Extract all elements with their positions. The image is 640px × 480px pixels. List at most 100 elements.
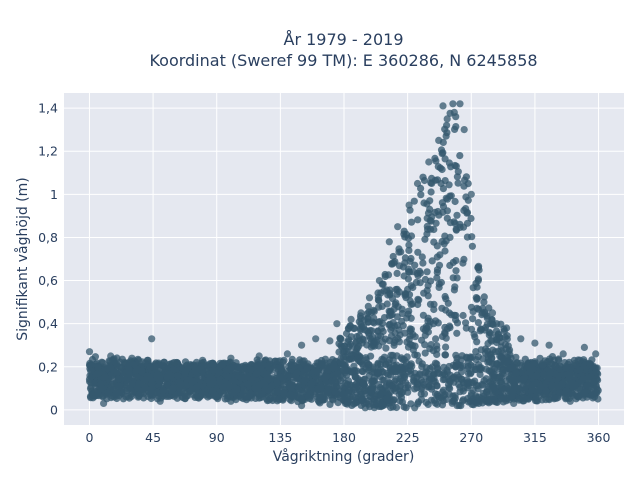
data-point (436, 251, 444, 259)
data-point (298, 341, 306, 349)
data-point (396, 382, 404, 390)
data-point (135, 392, 143, 400)
data-point (431, 399, 440, 407)
data-point (133, 365, 141, 373)
data-point (420, 390, 429, 398)
data-point (407, 314, 415, 322)
data-point (193, 358, 201, 366)
data-point (441, 292, 449, 301)
data-point (218, 361, 226, 369)
data-point (153, 388, 161, 397)
data-point (446, 324, 454, 332)
data-point (515, 396, 523, 404)
data-point (115, 382, 123, 390)
data-point (123, 386, 131, 394)
data-point (442, 334, 450, 342)
data-point (330, 360, 338, 368)
data-point (321, 375, 329, 383)
data-point (388, 365, 396, 373)
data-point (317, 384, 325, 392)
y-tick-label: 1 (50, 187, 58, 202)
data-point (438, 165, 446, 174)
data-point (400, 230, 408, 238)
data-point (476, 370, 484, 379)
data-point (340, 342, 348, 350)
data-point (467, 392, 475, 400)
data-point (380, 287, 388, 295)
data-point (525, 381, 533, 389)
data-point (433, 268, 441, 276)
y-tick-label: 0,8 (38, 230, 58, 245)
data-point (380, 353, 389, 361)
data-point (298, 402, 306, 410)
data-point (453, 402, 461, 410)
data-point (86, 361, 94, 369)
data-point (461, 176, 469, 184)
data-point (298, 395, 306, 403)
data-point (365, 372, 373, 380)
data-point (554, 383, 563, 391)
data-point (433, 364, 441, 372)
data-point (326, 337, 334, 345)
data-point (454, 179, 462, 187)
data-point (361, 404, 369, 412)
data-point (402, 294, 410, 302)
data-point (531, 339, 539, 347)
data-point (206, 373, 214, 381)
data-point (453, 274, 461, 282)
data-point (442, 237, 450, 245)
data-point (263, 370, 271, 378)
data-point (580, 343, 589, 351)
data-point (396, 387, 404, 395)
data-point (456, 100, 464, 108)
data-point (227, 397, 235, 405)
data-point (377, 361, 385, 369)
data-point (368, 383, 376, 391)
data-point (106, 364, 115, 372)
data-point (101, 373, 109, 381)
data-point (421, 369, 429, 377)
data-point (446, 384, 454, 393)
data-point (459, 396, 467, 404)
data-point (488, 309, 497, 317)
data-point (421, 349, 429, 357)
x-tick-label: 270 (459, 430, 483, 445)
data-point (364, 302, 372, 310)
x-axis-title: Vågriktning (grader) (273, 448, 415, 465)
data-point (108, 380, 116, 389)
data-point (240, 386, 248, 394)
data-point (430, 305, 438, 314)
data-point (464, 362, 472, 370)
data-point (423, 230, 431, 238)
data-point (324, 366, 332, 374)
data-point (303, 385, 311, 393)
data-point (450, 108, 458, 116)
data-point (347, 388, 355, 396)
data-point (488, 316, 496, 324)
data-point (435, 369, 443, 378)
data-point (176, 380, 185, 388)
data-point (290, 362, 299, 370)
data-point (453, 211, 461, 219)
data-point (407, 218, 416, 226)
data-point (445, 362, 453, 371)
data-point (333, 370, 342, 378)
data-point (475, 266, 483, 274)
data-point (209, 378, 218, 386)
data-point (427, 375, 435, 383)
data-point (370, 307, 378, 316)
data-point (441, 155, 449, 163)
data-point (456, 383, 464, 391)
data-point (433, 381, 441, 389)
data-point (548, 381, 556, 389)
y-tick-label: 1,2 (38, 144, 58, 159)
data-point (247, 366, 255, 374)
data-point (383, 300, 391, 308)
data-point (128, 354, 136, 362)
data-point (442, 343, 450, 351)
data-point (419, 259, 427, 267)
data-point (423, 268, 431, 276)
data-point (460, 126, 468, 134)
data-point (120, 374, 128, 382)
